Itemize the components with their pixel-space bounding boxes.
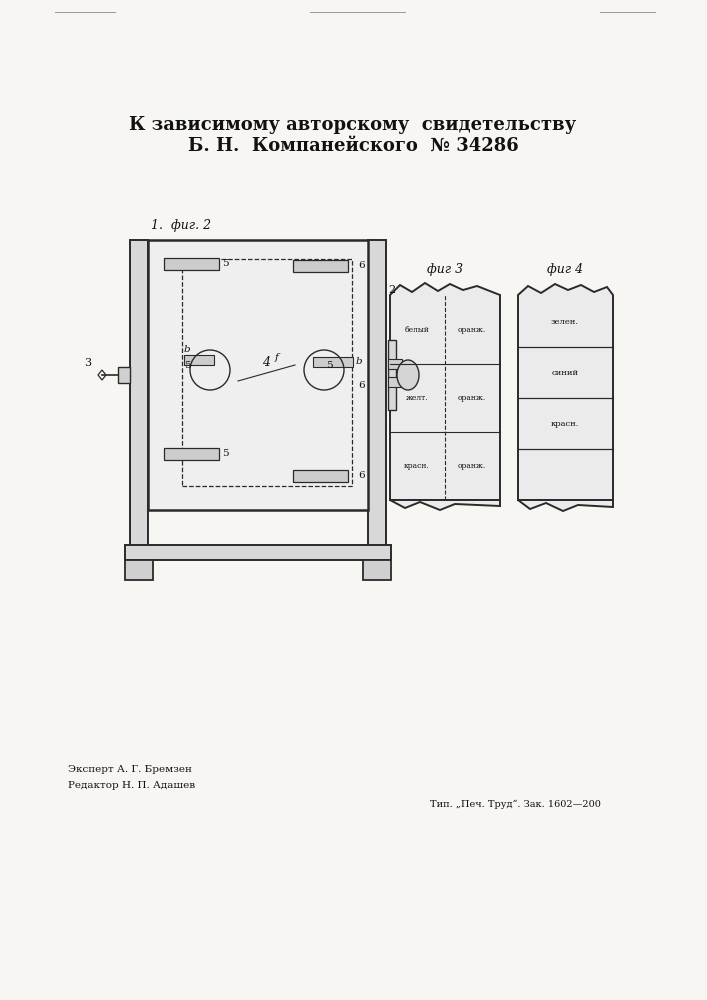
Bar xyxy=(388,340,396,410)
Text: 6: 6 xyxy=(358,261,365,270)
Bar xyxy=(293,470,348,482)
Text: 6: 6 xyxy=(358,380,365,389)
Bar xyxy=(368,240,386,560)
Text: f: f xyxy=(275,354,279,362)
Text: 1.  фиг. 2: 1. фиг. 2 xyxy=(151,220,211,232)
Text: оранж.: оранж. xyxy=(458,462,486,470)
Text: красн.: красн. xyxy=(551,420,579,428)
Bar xyxy=(148,240,368,510)
Text: Эксперт А. Г. Бремзен: Эксперт А. Г. Бремзен xyxy=(68,766,192,774)
Bar xyxy=(125,560,153,580)
Polygon shape xyxy=(390,500,500,510)
Text: оранж.: оранж. xyxy=(458,326,486,334)
Text: красн.: красн. xyxy=(404,462,430,470)
Polygon shape xyxy=(390,283,500,500)
Bar xyxy=(130,240,148,560)
Text: 6: 6 xyxy=(358,472,365,481)
Text: 4: 4 xyxy=(262,356,270,368)
Text: Б. Н.  Компанейского  № 34286: Б. Н. Компанейского № 34286 xyxy=(187,137,518,155)
Bar xyxy=(388,377,402,387)
Text: оранж.: оранж. xyxy=(458,394,486,402)
Bar xyxy=(293,260,348,272)
Polygon shape xyxy=(518,500,613,511)
Text: зелен.: зелен. xyxy=(551,318,579,326)
Text: белый: белый xyxy=(404,326,429,334)
Bar xyxy=(125,545,391,560)
Text: 5: 5 xyxy=(326,360,332,369)
Bar xyxy=(118,367,130,383)
Bar xyxy=(184,355,214,365)
Text: 5: 5 xyxy=(184,360,190,369)
Bar xyxy=(388,359,402,369)
Text: 2: 2 xyxy=(388,285,395,295)
Ellipse shape xyxy=(397,360,419,390)
Text: фиг 3: фиг 3 xyxy=(427,263,463,276)
Text: 5: 5 xyxy=(222,259,228,268)
Text: b: b xyxy=(356,358,363,366)
Bar xyxy=(182,259,352,486)
Text: 5: 5 xyxy=(222,450,228,458)
Text: желт.: желт. xyxy=(406,394,428,402)
Bar xyxy=(164,448,219,460)
Bar xyxy=(363,560,391,580)
Text: синий: синий xyxy=(551,369,578,377)
Polygon shape xyxy=(518,284,613,500)
Text: фиг 4: фиг 4 xyxy=(547,263,583,276)
Text: Редактор Н. П. Адашев: Редактор Н. П. Адашев xyxy=(68,780,195,790)
Bar xyxy=(313,357,353,367)
Text: К зависимому авторскому  свидетельству: К зависимому авторскому свидетельству xyxy=(129,116,577,134)
Text: b: b xyxy=(184,346,191,355)
Text: 3: 3 xyxy=(84,358,92,368)
Text: Тип. „Печ. Труд“. Зак. 1602—200: Тип. „Печ. Труд“. Зак. 1602—200 xyxy=(430,799,601,809)
Bar xyxy=(164,258,219,270)
